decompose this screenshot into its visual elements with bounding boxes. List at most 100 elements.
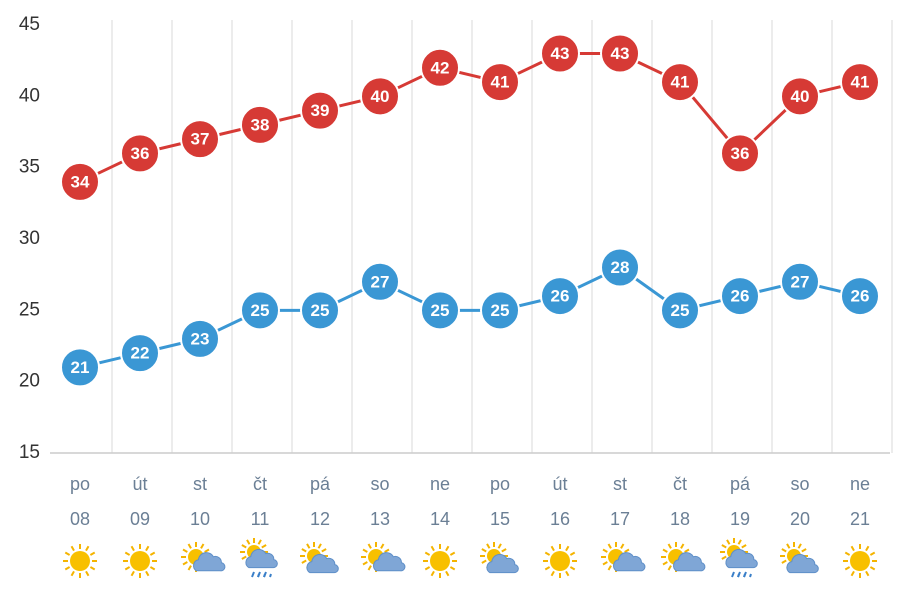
date-label: 13 bbox=[370, 509, 390, 529]
date-label: 16 bbox=[550, 509, 570, 529]
data-label: 34 bbox=[71, 172, 90, 191]
date-label: 17 bbox=[610, 509, 630, 529]
data-point bbox=[480, 62, 520, 103]
data-point bbox=[720, 133, 760, 174]
x-tick-label: pá bbox=[310, 474, 331, 494]
data-label: 36 bbox=[131, 144, 150, 163]
data-point bbox=[420, 290, 460, 331]
data-label: 23 bbox=[191, 329, 210, 348]
y-tick-label: 25 bbox=[19, 299, 40, 320]
data-label: 43 bbox=[611, 44, 630, 63]
data-label: 25 bbox=[431, 301, 450, 320]
weather-icon bbox=[543, 544, 577, 578]
data-label: 25 bbox=[491, 301, 510, 320]
data-label: 39 bbox=[311, 101, 330, 120]
weather-icon bbox=[661, 542, 706, 572]
y-tick-label: 35 bbox=[19, 157, 40, 178]
data-point bbox=[420, 47, 460, 88]
data-label: 36 bbox=[731, 144, 750, 163]
data-label: 40 bbox=[791, 87, 810, 106]
data-label: 27 bbox=[371, 272, 390, 291]
data-label: 25 bbox=[251, 301, 270, 320]
data-point bbox=[780, 261, 820, 302]
x-tick-label: ne bbox=[850, 474, 870, 494]
x-tick-label: út bbox=[552, 474, 567, 494]
weather-icon bbox=[720, 538, 758, 578]
data-point bbox=[300, 290, 340, 331]
x-tick-label: st bbox=[613, 474, 627, 494]
x-tick-label: po bbox=[70, 474, 90, 494]
x-tick-label: st bbox=[193, 474, 207, 494]
data-label: 41 bbox=[491, 73, 510, 92]
weather-icon bbox=[780, 542, 819, 574]
weather-icon bbox=[423, 544, 457, 578]
date-label: 12 bbox=[310, 509, 330, 529]
data-point bbox=[540, 276, 580, 317]
date-label: 18 bbox=[670, 509, 690, 529]
data-point bbox=[360, 76, 400, 117]
data-label: 28 bbox=[611, 258, 630, 277]
x-tick-label: po bbox=[490, 474, 510, 494]
data-label: 42 bbox=[431, 58, 450, 77]
data-label: 41 bbox=[671, 73, 690, 92]
weather-icon bbox=[240, 538, 278, 578]
x-tick-label: út bbox=[132, 474, 147, 494]
x-tick-label: so bbox=[790, 474, 809, 494]
y-tick-label: 30 bbox=[19, 228, 40, 249]
data-label: 21 bbox=[71, 358, 90, 377]
data-point bbox=[240, 104, 280, 145]
x-tick-label: čt bbox=[253, 474, 267, 494]
data-label: 22 bbox=[131, 344, 150, 363]
weather-icon bbox=[601, 542, 646, 572]
data-point bbox=[240, 290, 280, 331]
data-point bbox=[180, 318, 220, 359]
date-label: 14 bbox=[430, 509, 450, 529]
data-point bbox=[540, 33, 580, 74]
data-label: 27 bbox=[791, 272, 810, 291]
data-point bbox=[180, 119, 220, 160]
data-point bbox=[840, 62, 880, 103]
data-point bbox=[300, 90, 340, 131]
data-point bbox=[600, 247, 640, 288]
weather-icon bbox=[181, 542, 226, 572]
y-tick-label: 45 bbox=[19, 14, 40, 35]
data-point bbox=[600, 33, 640, 74]
date-label: 20 bbox=[790, 509, 810, 529]
data-point bbox=[660, 62, 700, 103]
x-tick-label: čt bbox=[673, 474, 687, 494]
weather-icon bbox=[361, 542, 406, 572]
data-point bbox=[780, 76, 820, 117]
data-label: 25 bbox=[671, 301, 690, 320]
date-label: 11 bbox=[251, 509, 270, 529]
date-label: 08 bbox=[70, 509, 90, 529]
weather-icon bbox=[843, 544, 877, 578]
data-label: 43 bbox=[551, 44, 570, 63]
data-point bbox=[360, 261, 400, 302]
date-label: 09 bbox=[130, 509, 150, 529]
date-label: 21 bbox=[850, 509, 870, 529]
y-tick-label: 20 bbox=[19, 371, 40, 392]
data-label: 25 bbox=[311, 301, 330, 320]
x-tick-label: pá bbox=[730, 474, 751, 494]
weather-icon bbox=[123, 544, 157, 578]
data-point bbox=[720, 276, 760, 317]
data-point bbox=[480, 290, 520, 331]
data-label: 26 bbox=[731, 287, 750, 306]
y-tick-label: 15 bbox=[19, 442, 40, 463]
date-label: 15 bbox=[490, 509, 510, 529]
date-label: 10 bbox=[190, 509, 210, 529]
weather-icon bbox=[63, 544, 97, 578]
data-label: 37 bbox=[191, 130, 210, 149]
data-point bbox=[660, 290, 700, 331]
data-label: 40 bbox=[371, 87, 390, 106]
data-point bbox=[840, 276, 880, 317]
data-point bbox=[60, 161, 100, 202]
y-tick-label: 40 bbox=[19, 85, 40, 106]
data-label: 38 bbox=[251, 115, 270, 134]
data-label: 41 bbox=[851, 73, 870, 92]
data-point bbox=[120, 133, 160, 174]
data-point bbox=[60, 347, 100, 388]
weather-icon bbox=[480, 542, 519, 574]
data-label: 26 bbox=[551, 287, 570, 306]
